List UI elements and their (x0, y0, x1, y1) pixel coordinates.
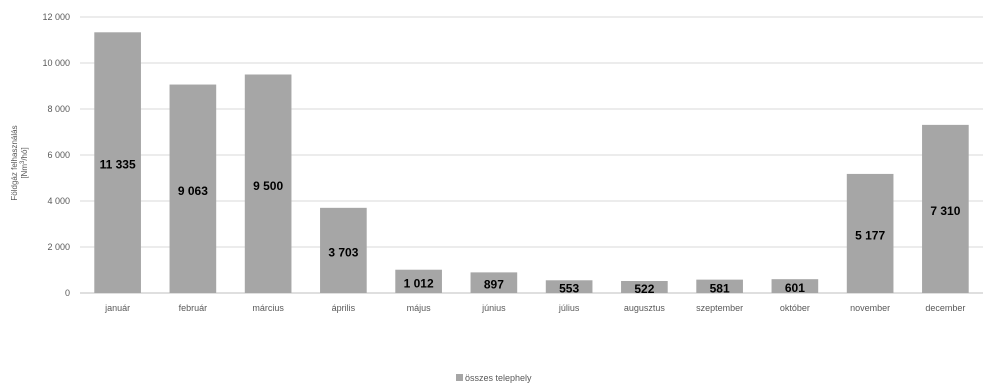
y-tick-label: 2 000 (47, 242, 70, 252)
y-axis-tick-labels: 0 2 000 4 000 6 000 8 000 10 000 12 000 (42, 12, 70, 298)
x-category-label: július (558, 303, 580, 313)
y-tick-label: 12 000 (42, 12, 70, 22)
x-category-label: augusztus (624, 303, 666, 313)
data-label: 1 012 (404, 276, 434, 290)
x-category-label: június (481, 303, 506, 313)
y-axis-title-line2: [Nm3/hó] (20, 147, 29, 178)
data-label: 553 (559, 282, 579, 296)
data-label: 601 (785, 281, 805, 295)
bar (621, 280, 668, 293)
bar (846, 173, 894, 293)
x-category-label: március (252, 303, 284, 313)
bars (94, 32, 969, 294)
legend: összes telephely (456, 373, 532, 383)
data-label: 522 (634, 282, 654, 296)
bar (922, 124, 969, 294)
bar (771, 279, 819, 293)
legend-label: összes telephely (465, 373, 532, 383)
x-category-label: december (925, 303, 965, 313)
data-label: 581 (710, 281, 730, 295)
data-label: 897 (484, 278, 504, 292)
bar (395, 269, 442, 293)
bar (169, 84, 217, 294)
bar (545, 280, 593, 293)
y-tick-label: 8 000 (47, 104, 70, 114)
y-tick-label: 10 000 (42, 58, 70, 68)
y-tick-label: 6 000 (47, 150, 70, 160)
data-labels: 11 335 9 063 9 500 3 703 1 012 897 553 522 581 60… (100, 158, 961, 296)
bar (320, 207, 367, 293)
bar (470, 272, 518, 293)
y-tick-label: 4 000 (47, 196, 70, 206)
bar (94, 32, 141, 294)
x-category-label: október (780, 303, 810, 313)
y-tick-label: 0 (65, 288, 70, 298)
x-category-label: április (332, 303, 356, 313)
x-axis-category-labels: január február március április május június jú… (104, 303, 965, 313)
x-category-label: február (179, 303, 208, 313)
bar (696, 279, 743, 293)
data-label: 9 500 (253, 179, 283, 193)
x-category-label: november (850, 303, 890, 313)
bar (244, 74, 292, 293)
data-label: 11 335 (100, 158, 136, 172)
data-label: 7 310 (930, 204, 960, 218)
x-category-label: szeptember (696, 303, 743, 313)
data-label: 9 063 (178, 184, 208, 198)
x-category-label: január (104, 303, 130, 313)
y-axis-title-line1: Földgáz felhasználás (10, 125, 19, 200)
data-label: 5 177 (855, 228, 885, 242)
legend-swatch (456, 374, 463, 381)
gridlines (80, 16, 983, 294)
x-category-label: május (407, 303, 432, 313)
data-label: 3 703 (328, 245, 358, 259)
